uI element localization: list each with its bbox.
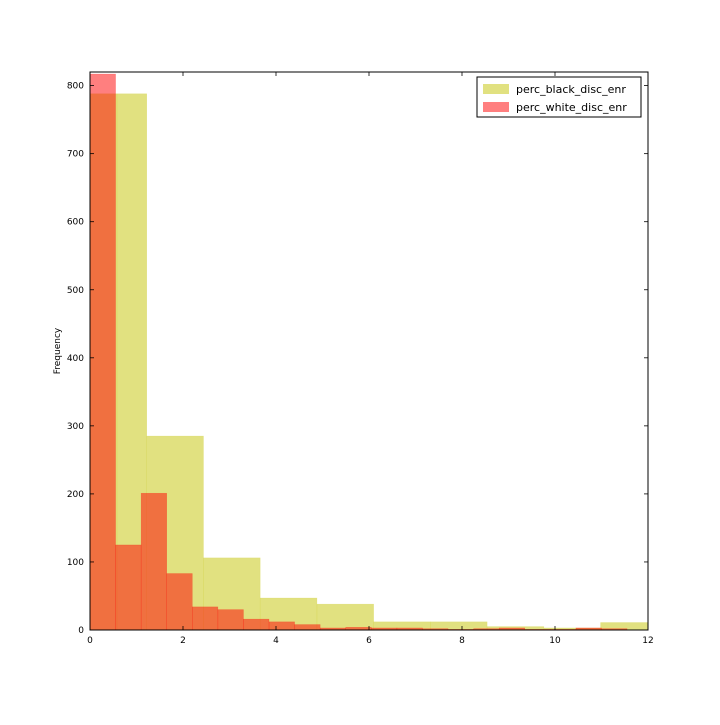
x-tick-label: 4 — [273, 636, 279, 646]
y-tick-label: 500 — [67, 286, 84, 296]
y-tick-label: 0 — [78, 626, 84, 636]
y-tick-label: 600 — [67, 218, 84, 228]
histogram-bar — [294, 624, 321, 630]
histogram-bar — [166, 573, 193, 630]
histogram-bar — [90, 73, 116, 630]
histogram-bar — [600, 622, 648, 630]
x-tick-label: 0 — [87, 636, 93, 646]
histogram-bar — [316, 603, 374, 630]
x-tick-label: 8 — [459, 636, 465, 646]
histogram-bar — [601, 628, 628, 630]
y-tick-label: 100 — [67, 558, 84, 568]
histogram-bar — [430, 621, 488, 630]
series-perc_white_disc_enr — [90, 73, 628, 630]
histogram-bar — [192, 606, 219, 630]
histogram-bar — [115, 544, 142, 630]
legend-label: perc_white_disc_enr — [516, 101, 627, 114]
x-axis: 0 2 4 6 8 10 12 — [87, 72, 654, 646]
x-tick-label: 2 — [180, 636, 186, 646]
histogram-bar — [217, 609, 244, 630]
histogram-bar — [268, 621, 295, 630]
y-tick-label: 400 — [67, 354, 84, 364]
y-tick-label: 200 — [67, 490, 84, 500]
x-tick-label: 10 — [549, 636, 561, 646]
y-tick-label: 300 — [67, 422, 84, 432]
histogram-bar — [140, 492, 167, 630]
y-axis: 0 100 200 300 400 500 600 700 800 — [67, 82, 648, 636]
bars-layer — [90, 73, 648, 630]
histogram-bar — [243, 618, 270, 630]
x-tick-label: 6 — [366, 636, 372, 646]
legend-swatch — [483, 84, 509, 94]
legend-label: perc_black_disc_enr — [516, 83, 626, 96]
legend-swatch — [483, 102, 509, 112]
series-perc_black_disc_enr — [90, 93, 648, 630]
x-tick-label: 12 — [642, 636, 653, 646]
legend: perc_black_disc_enr perc_white_disc_enr — [476, 76, 642, 118]
histogram-bar — [498, 627, 526, 630]
y-axis-label: Frequency — [53, 327, 63, 374]
y-tick-label: 700 — [67, 150, 84, 160]
y-tick-label: 800 — [67, 82, 84, 92]
